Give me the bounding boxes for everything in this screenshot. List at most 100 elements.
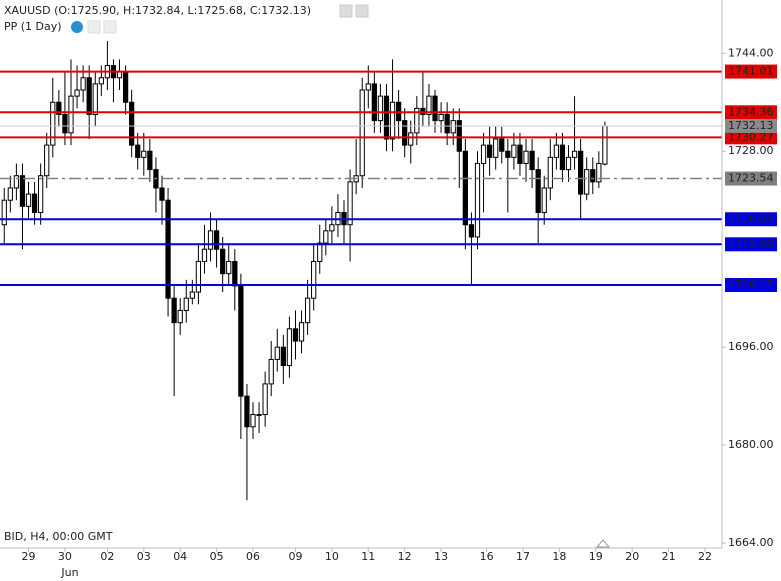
price-label-box xyxy=(725,237,777,252)
candle-body xyxy=(311,260,317,299)
candle-body xyxy=(80,77,86,91)
candle-body xyxy=(250,414,256,428)
y-tick-label: 1664.00 xyxy=(728,536,774,549)
candle-body xyxy=(450,120,456,134)
candle-body xyxy=(468,224,475,238)
candle-body xyxy=(359,89,365,177)
x-tick-label: 18 xyxy=(552,550,566,563)
price-label: 1741.01 xyxy=(728,65,774,78)
candle-body xyxy=(129,101,135,146)
candle-body xyxy=(220,248,226,275)
chart-title: XAUUSD (O:1725.90, H:1732.84, L:1725.68,… xyxy=(4,4,311,17)
price-label: 1734.36 xyxy=(728,105,774,118)
candle-body xyxy=(408,132,414,146)
candle-body xyxy=(274,346,280,360)
candle-body xyxy=(511,144,517,158)
candle-body xyxy=(559,144,566,171)
candle-body xyxy=(62,113,68,134)
candle-body xyxy=(493,138,499,158)
candle-body xyxy=(402,120,408,146)
candle-body xyxy=(432,95,438,122)
candle-body xyxy=(317,242,323,262)
indicator-close-icon[interactable] xyxy=(103,20,117,34)
candle-body xyxy=(292,328,299,342)
candle-body xyxy=(135,144,141,158)
candle-body xyxy=(38,175,44,213)
candle-body xyxy=(329,224,335,232)
candle-body xyxy=(31,193,38,213)
price-label-box xyxy=(725,118,777,133)
candle-body xyxy=(304,297,311,324)
footnote: BID, H4, 00:00 GMT xyxy=(4,530,113,543)
candle-body xyxy=(517,144,523,164)
candle-body xyxy=(347,181,353,226)
candle-body xyxy=(207,230,214,250)
candle-body xyxy=(444,113,450,134)
candle-body xyxy=(56,101,62,115)
axes: 1744.00 1728.00 1696.00 1680.00 1664.00 29 30 0… xyxy=(22,46,777,563)
indicator-settings-icon[interactable] xyxy=(71,21,83,33)
x-tick-label: 06 xyxy=(246,550,260,563)
candle-body xyxy=(602,125,608,165)
price-label-box xyxy=(725,171,777,186)
candle-body xyxy=(462,150,468,226)
candle-body xyxy=(189,291,195,299)
y-tick-label: 1728.00 xyxy=(728,144,774,157)
indicator-icon[interactable] xyxy=(87,20,101,34)
candle-body xyxy=(371,83,377,122)
price-label-box xyxy=(725,64,777,79)
price-label-box xyxy=(725,278,777,293)
candle-body xyxy=(438,113,444,122)
candle-body xyxy=(50,101,56,146)
candle-body xyxy=(480,144,487,164)
price-label: 1712.80 xyxy=(728,237,774,250)
candle-body xyxy=(92,83,98,115)
candle-body xyxy=(201,248,208,262)
close-icon[interactable] xyxy=(355,4,369,18)
candle-body xyxy=(147,150,153,171)
price-label-box xyxy=(725,105,777,120)
x-tick-label: 29 xyxy=(22,550,36,563)
candle-body xyxy=(165,199,171,299)
candle-body xyxy=(68,95,74,134)
candle-body xyxy=(280,346,286,367)
candle-body xyxy=(159,187,165,201)
y-tick-label: 1696.00 xyxy=(728,340,774,353)
candle-body xyxy=(98,77,104,85)
candle-body xyxy=(262,383,268,416)
price-label: 1732.13 xyxy=(728,119,774,132)
candle-body xyxy=(286,328,293,367)
candle-body xyxy=(499,138,505,152)
candle-body xyxy=(323,230,329,244)
y-tick-label: 1680.00 xyxy=(728,438,774,451)
candle-body xyxy=(547,156,553,189)
candle-body xyxy=(7,187,13,201)
candle-body xyxy=(86,77,92,115)
x-tick-label: 17 xyxy=(516,550,530,563)
x-tick-label: 12 xyxy=(398,550,412,563)
indicator-label: PP (1 Day) xyxy=(4,20,62,33)
candle-body xyxy=(541,187,547,213)
candle-body xyxy=(456,120,462,152)
month-label: Jun xyxy=(60,566,78,579)
settings-icon[interactable] xyxy=(339,4,353,18)
candle-body xyxy=(535,169,541,213)
scroll-arrow[interactable] xyxy=(595,539,611,548)
candle-body xyxy=(183,297,189,311)
candle-body xyxy=(171,297,177,324)
candle-body xyxy=(377,95,384,122)
candle-body xyxy=(74,89,80,97)
x-tick-label: 22 xyxy=(698,550,712,563)
price-label: 1716.89 xyxy=(728,212,774,225)
y-tick-label: 1744.00 xyxy=(728,46,774,59)
candle-body xyxy=(122,71,129,103)
candle-body xyxy=(256,414,262,417)
x-tick-label: 10 xyxy=(325,550,339,563)
x-tick-label: 16 xyxy=(480,550,494,563)
candle-body xyxy=(584,169,590,195)
candle-body xyxy=(389,101,396,140)
candle-body xyxy=(590,169,596,183)
x-tick-label: 02 xyxy=(100,550,114,563)
